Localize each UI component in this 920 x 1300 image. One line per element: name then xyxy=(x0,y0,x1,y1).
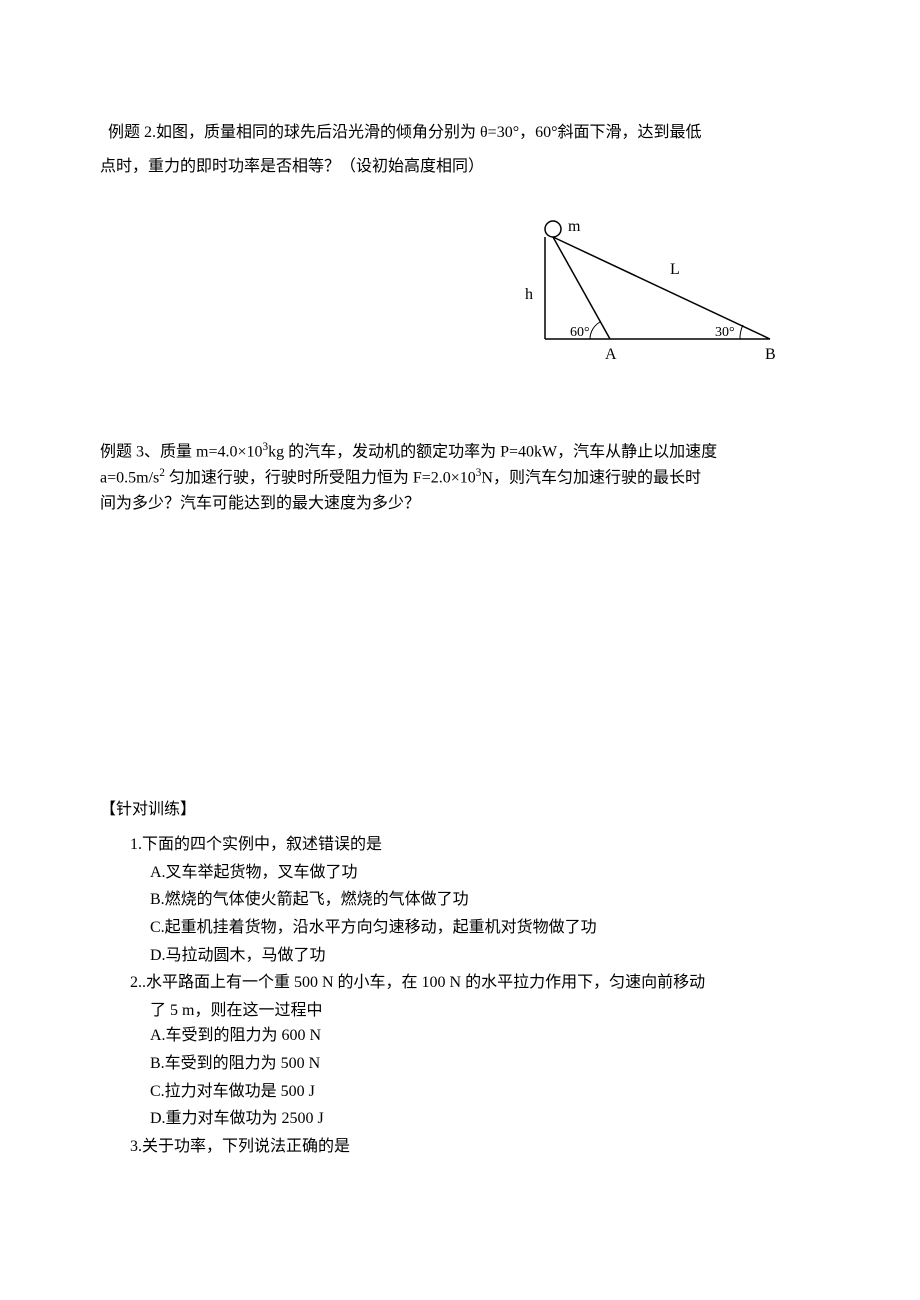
q1-option-b: B.燃烧的气体使火箭起飞，燃烧的气体做了功 xyxy=(130,887,820,913)
q2-option-b: B.车受到的阻力为 500 N xyxy=(130,1051,820,1077)
label-L: L xyxy=(670,261,680,278)
angle-30-label: 30° xyxy=(715,325,735,340)
diagram-container: m h L 60° 30° A B xyxy=(100,209,820,389)
q1-stem: 1.下面的四个实例中，叙述错误的是 xyxy=(130,832,820,858)
q3-stem: 3.关于功率，下列说法正确的是 xyxy=(130,1134,820,1160)
problem-3-line3: 间为多少？汽车可能达到的最大速度为多少？ xyxy=(100,491,820,517)
p3-l1-mid: kg 的汽车，发动机的额定功率为 P=40kW，汽车从静止以加速度 xyxy=(268,444,717,461)
incline-60 xyxy=(553,237,610,339)
problem-3-line2: a=0.5m/s2 匀加速行驶，行驶时所受阻力恒为 F=2.0×103N，则汽车… xyxy=(100,465,820,491)
problem-2: 例题 2.如图，质量相同的球先后沿光滑的倾角分别为 θ=30°，60°斜面下滑，… xyxy=(100,120,820,179)
problem-3-line1: 例题 3、质量 m=4.0×103kg 的汽车，发动机的额定功率为 P=40kW… xyxy=(100,439,820,465)
q1-option-c: C.起重机挂着货物，沿水平方向匀速移动，起重机对货物做了功 xyxy=(130,915,820,941)
label-B: B xyxy=(765,346,776,363)
exercise-1: 1.下面的四个实例中，叙述错误的是 A.叉车举起货物，叉车做了功 B.燃烧的气体… xyxy=(100,832,820,1159)
label-m: m xyxy=(568,218,581,235)
problem-2-line1: 例题 2.如图，质量相同的球先后沿光滑的倾角分别为 θ=30°，60°斜面下滑，… xyxy=(100,120,820,146)
ball-icon xyxy=(545,221,561,237)
p3-l2-mid: 匀加速行驶，行驶时所受阻力恒为 F=2.0×10 xyxy=(165,469,476,486)
label-A: A xyxy=(605,346,617,363)
p3-l1-prefix: 例题 3、质量 m=4.0×10 xyxy=(100,444,263,461)
q2-stem-line1: 2..水平路面上有一个重 500 N 的小车，在 100 N 的水平拉力作用下，… xyxy=(130,970,820,996)
q1-option-d: D.马拉动圆木，马做了功 xyxy=(130,943,820,969)
incline-30 xyxy=(553,237,770,339)
p3-l2-suffix: N，则汽车匀加速行驶的最长时 xyxy=(481,469,701,486)
q2-stem-line2: 了 5 m，则在这一过程中 xyxy=(130,998,820,1024)
problem-3: 例题 3、质量 m=4.0×103kg 的汽车，发动机的额定功率为 P=40kW… xyxy=(100,439,820,516)
section-header: 【针对训练】 xyxy=(100,797,820,823)
angle-arc-60 xyxy=(590,322,600,339)
label-h: h xyxy=(525,286,533,303)
problem-2-line2: 点时，重力的即时功率是否相等？（设初始高度相同） xyxy=(100,154,820,180)
q2-option-c: C.拉力对车做功是 500 J xyxy=(130,1079,820,1105)
angle-60-label: 60° xyxy=(570,325,590,340)
q1-option-a: A.叉车举起货物，叉车做了功 xyxy=(130,860,820,886)
angle-arc-30 xyxy=(740,325,743,339)
q2-option-d: D.重力对车做功为 2500 J xyxy=(130,1106,820,1132)
incline-diagram: m h L 60° 30° A B xyxy=(460,209,800,389)
q2-option-a: A.车受到的阻力为 600 N xyxy=(130,1023,820,1049)
p3-l2-prefix: a=0.5m/s xyxy=(100,469,159,486)
